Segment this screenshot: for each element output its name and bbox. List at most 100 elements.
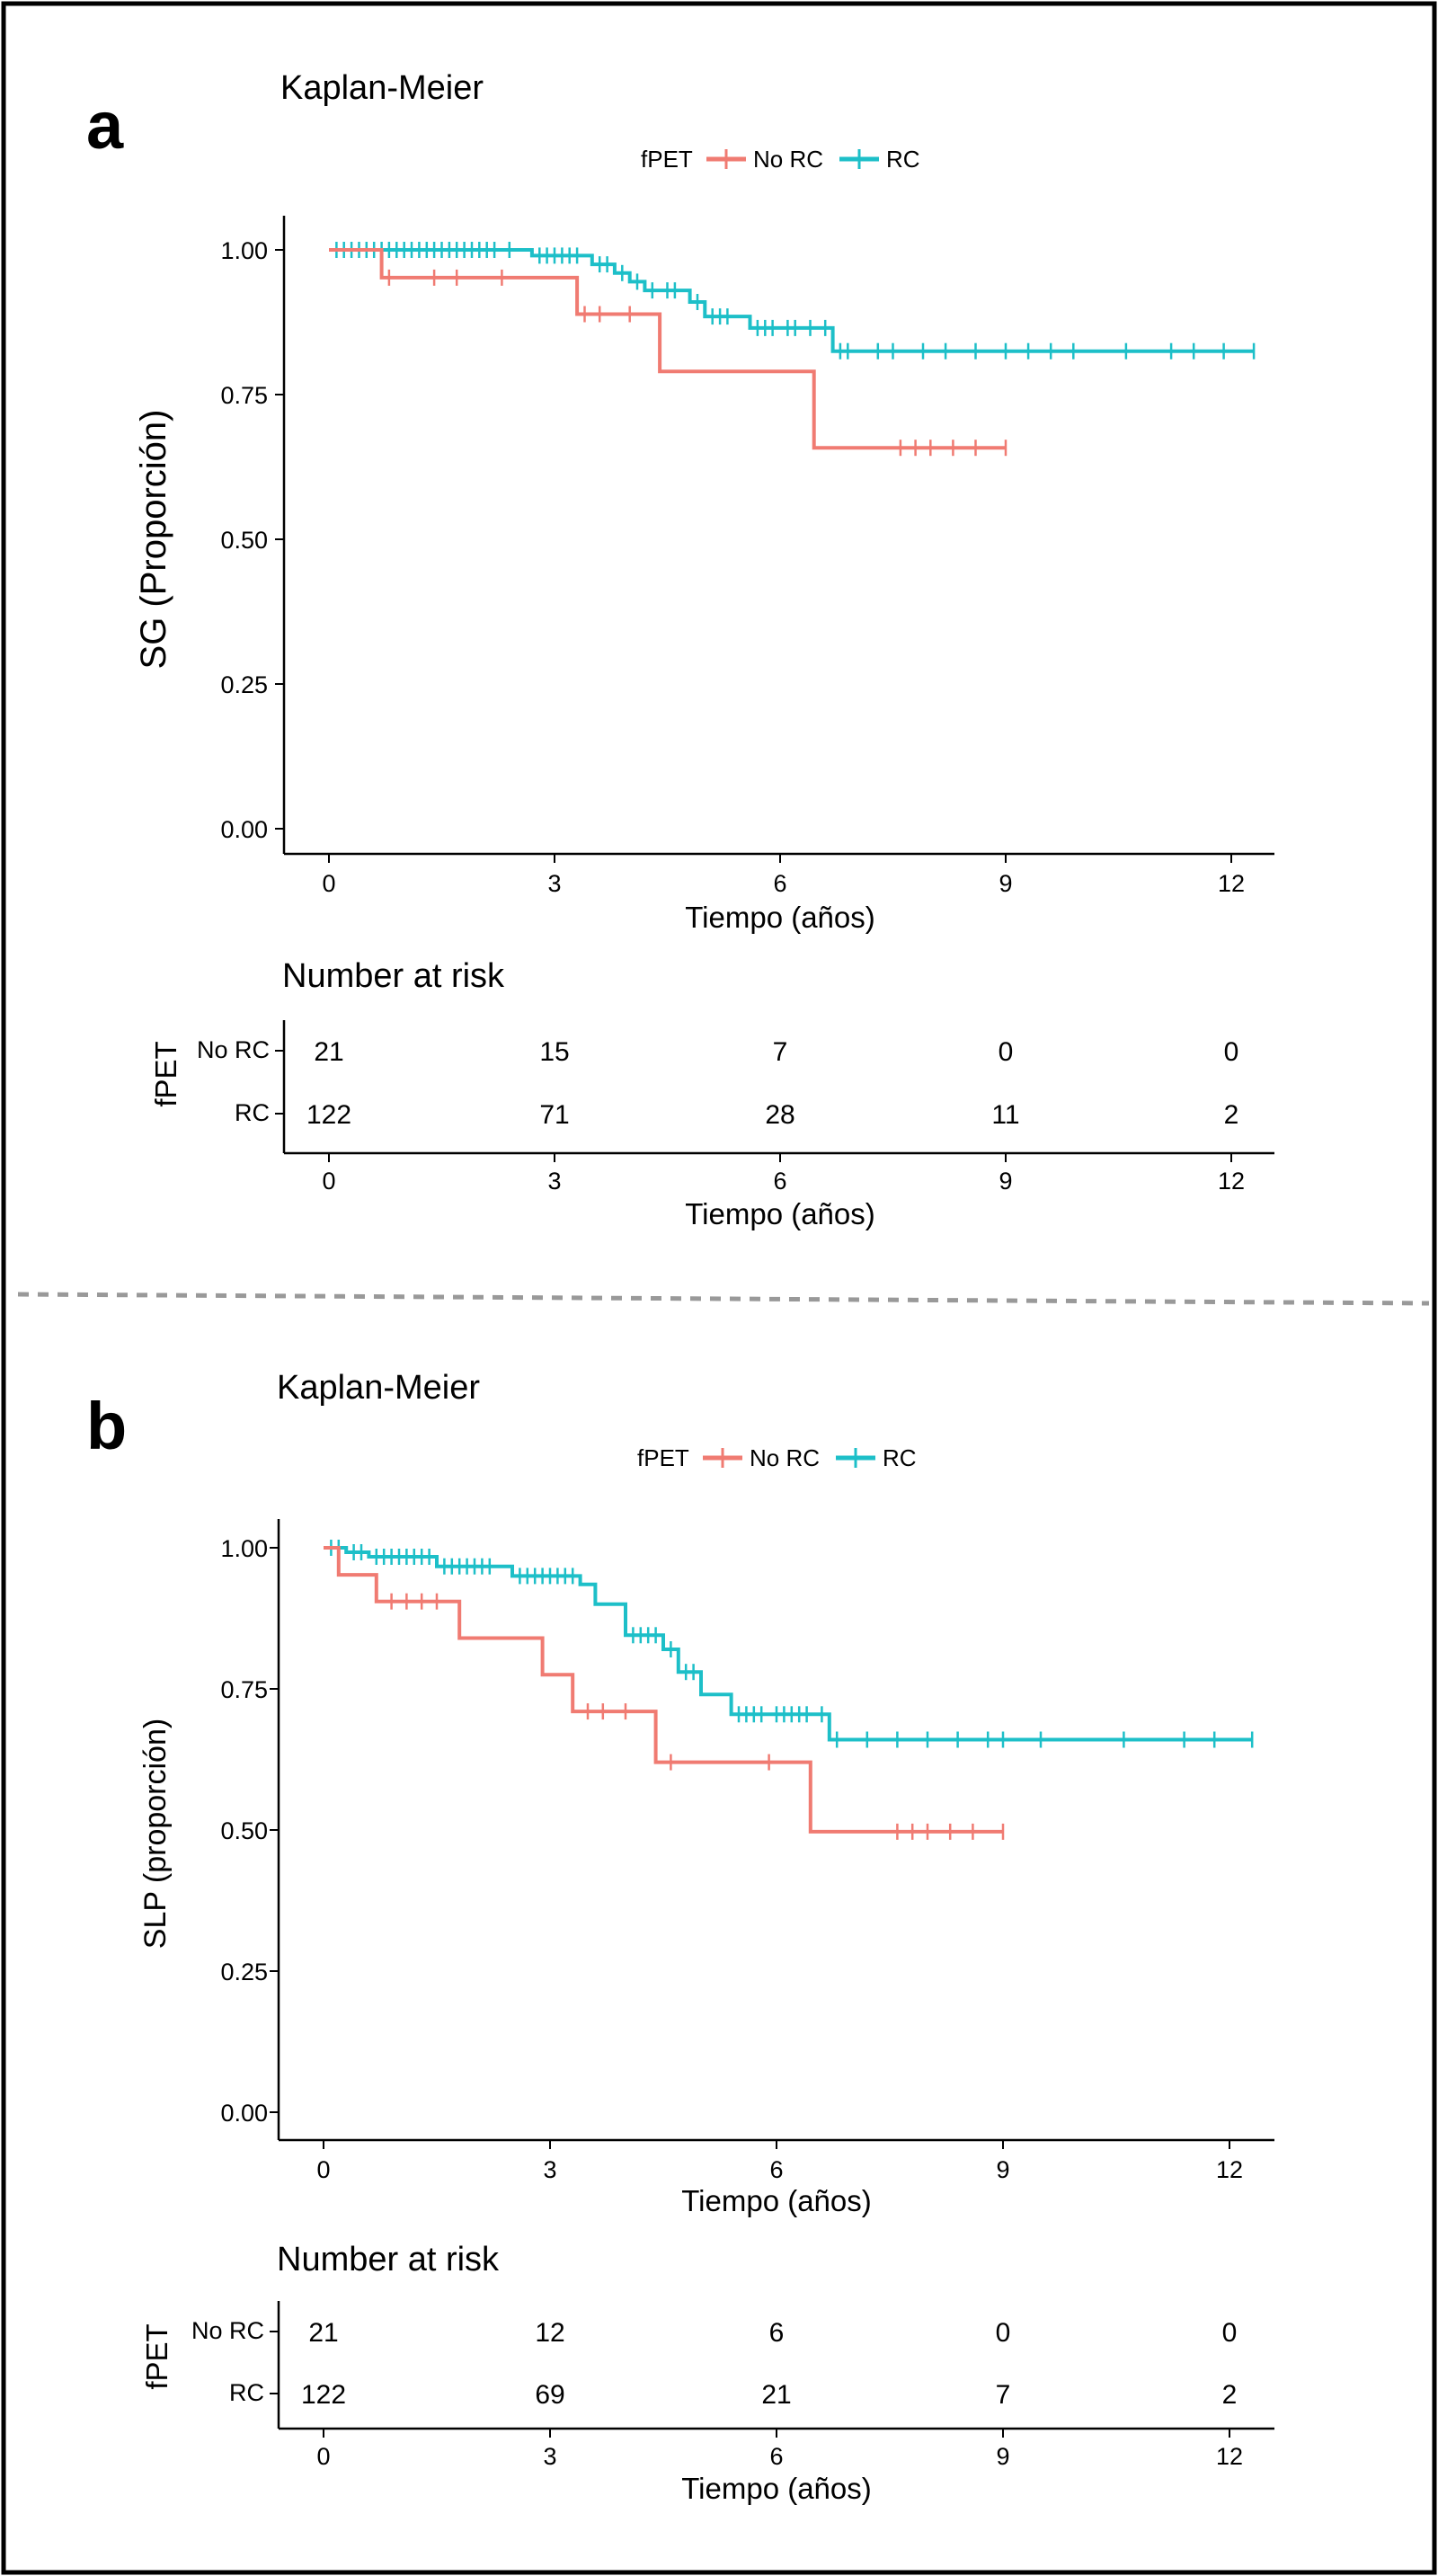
legend-key-rc: [839, 149, 879, 169]
risk-value: 122: [301, 2380, 346, 2410]
risk-x-tick-labels: 0 3 6 9 12: [316, 2443, 1243, 2470]
x-axis-label: Tiempo (años): [681, 2184, 872, 2217]
risk-value: 15: [539, 1037, 569, 1067]
risk-row-label-no-rc: No RC: [197, 1036, 270, 1063]
x-tick-labels: 0 3 6 9 12: [322, 870, 1245, 897]
survival-curves: [329, 242, 1256, 457]
legend-label-no-rc: No RC: [750, 1444, 820, 1471]
y-tick-label: 1.00: [220, 237, 268, 264]
y-ticks: [275, 249, 284, 830]
chart-title: Kaplan-Meier: [277, 1369, 480, 1407]
risk-y-ticks: [275, 1050, 284, 1115]
x-tick-label: 6: [769, 2443, 783, 2470]
x-tick-label: 3: [547, 870, 561, 897]
x-tick-label: 12: [1218, 870, 1245, 897]
risk-table-strata-title: fPET: [140, 2323, 173, 2389]
risk-value: 7: [773, 1037, 788, 1067]
x-tick-label: 3: [543, 2156, 556, 2183]
legend-label-rc: RC: [886, 146, 920, 173]
x-tick-label: 9: [999, 870, 1012, 897]
km-curve-rc: [324, 1546, 1253, 1742]
legend-title: fPET: [641, 146, 693, 173]
y-tick-label: 0.00: [220, 2100, 268, 2127]
risk-table-strata-title: fPET: [149, 1041, 182, 1106]
risk-table: Number at risk fPET No RC RC 21 15 7 0 0…: [149, 957, 1274, 1230]
y-tick-label: 0.50: [220, 527, 268, 554]
panel-letter: b: [86, 1389, 127, 1463]
x-tick-label: 12: [1216, 2443, 1243, 2470]
x-ticks: [323, 2140, 1230, 2149]
x-tick-label: 0: [322, 870, 335, 897]
x-tick-label: 9: [999, 1168, 1012, 1195]
risk-y-ticks: [270, 2331, 279, 2394]
risk-table-title: Number at risk: [277, 2241, 500, 2278]
risk-x-axis-label: Tiempo (años): [685, 1197, 875, 1230]
risk-table-title: Number at risk: [282, 957, 505, 995]
risk-x-tick-labels: 0 3 6 9 12: [322, 1168, 1245, 1195]
risk-row-rc: 122 71 28 11 2: [306, 1100, 1238, 1130]
risk-value: 21: [314, 1037, 343, 1067]
risk-value: 0: [1224, 1037, 1239, 1067]
y-tick-labels: 1.00 0.75 0.50 0.25 0.00: [220, 237, 268, 843]
y-tick-label: 0.00: [220, 816, 268, 843]
risk-value: 28: [765, 1100, 794, 1130]
y-axis-label: SG (Proporción): [134, 410, 173, 670]
x-tick-label: 3: [547, 1168, 561, 1195]
km-curve-no-rc: [329, 248, 1006, 450]
panel-a: a Kaplan-Meier fPET No RC RC SG (Proporc…: [86, 69, 1274, 1230]
risk-value: 2: [1224, 1100, 1239, 1130]
x-tick-label: 6: [769, 2156, 783, 2183]
y-tick-labels: 1.00 0.75 0.50 0.25 0.00: [220, 1535, 268, 2127]
y-axis-label: SLP (proporción): [138, 1719, 173, 1949]
legend: fPET No RC RC: [641, 146, 920, 173]
legend: fPET No RC RC: [637, 1444, 917, 1471]
risk-value: 12: [535, 2318, 564, 2348]
x-tick-label: 6: [773, 870, 786, 897]
risk-value: 7: [996, 2380, 1011, 2410]
risk-value: 2: [1222, 2380, 1238, 2410]
survival-curves: [324, 1540, 1254, 1840]
risk-row-label-rc: RC: [229, 2379, 264, 2406]
y-tick-label: 0.75: [220, 382, 268, 409]
risk-value: 0: [996, 2318, 1011, 2348]
plot-area: [324, 1540, 1254, 1840]
x-tick-label: 0: [316, 2443, 330, 2470]
risk-value: 21: [308, 2318, 338, 2348]
legend-title: fPET: [637, 1444, 689, 1471]
risk-value: 0: [1222, 2318, 1238, 2348]
x-tick-label: 12: [1218, 1168, 1245, 1195]
km-curve-rc: [329, 248, 1255, 353]
legend-key-no-rc: [703, 1448, 742, 1468]
risk-row-label-no-rc: No RC: [191, 2317, 264, 2344]
legend-key-no-rc: [706, 149, 746, 169]
risk-row-rc: 122 69 21 7 2: [301, 2380, 1237, 2410]
y-tick-label: 0.25: [220, 671, 268, 698]
panel-b: b Kaplan-Meier fPET No RC RC SLP (propor…: [86, 1369, 1274, 2505]
km-curve-no-rc: [324, 1546, 1003, 1834]
risk-value: 11: [991, 1100, 1019, 1130]
risk-value: 6: [769, 2318, 785, 2348]
risk-value: 21: [761, 2380, 791, 2410]
risk-x-ticks: [328, 1153, 1232, 1162]
y-tick-label: 1.00: [220, 1535, 268, 1562]
y-tick-label: 0.50: [220, 1817, 268, 1844]
x-tick-label: 6: [773, 1168, 786, 1195]
legend-label-rc: RC: [883, 1444, 917, 1471]
x-tick-label: 12: [1216, 2156, 1243, 2183]
risk-row-no-rc: 21 12 6 0 0: [308, 2318, 1237, 2348]
x-tick-label: 3: [543, 2443, 556, 2470]
risk-x-axis-label: Tiempo (años): [681, 2472, 872, 2505]
x-tick-label: 0: [316, 2156, 330, 2183]
risk-value: 71: [539, 1100, 569, 1130]
legend-key-rc: [836, 1448, 875, 1468]
risk-value: 122: [306, 1100, 351, 1130]
risk-value: 69: [535, 2380, 564, 2410]
panel-letter: a: [86, 88, 124, 163]
risk-row-no-rc: 21 15 7 0 0: [314, 1037, 1238, 1067]
legend-label-no-rc: No RC: [753, 146, 823, 173]
risk-table: Number at risk fPET No RC RC 21 12 6 0 0…: [140, 2241, 1274, 2505]
x-tick-labels: 0 3 6 9 12: [316, 2156, 1243, 2183]
x-tick-label: 9: [996, 2443, 1009, 2470]
